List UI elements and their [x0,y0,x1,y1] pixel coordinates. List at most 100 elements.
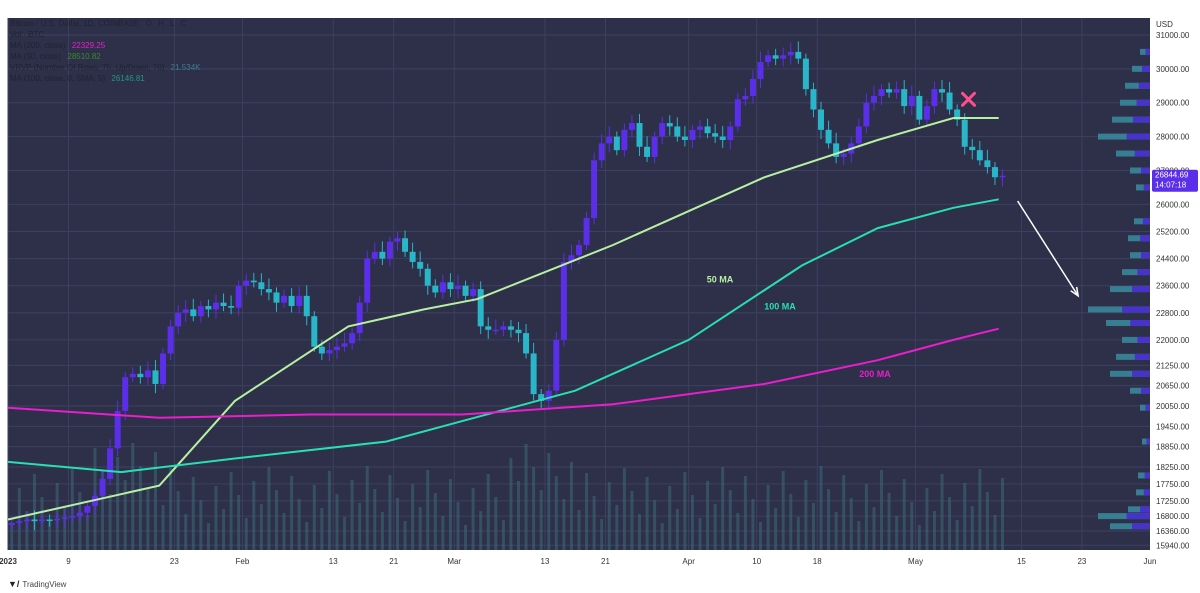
candle-body[interactable] [212,302,219,310]
candle-body[interactable] [991,167,998,178]
candle-body[interactable] [129,373,136,378]
candle-body[interactable] [107,448,114,479]
candle-body[interactable] [954,109,961,120]
candle-body[interactable] [855,126,862,144]
legend-row-ma100[interactable]: MA (100, close, 0, SMA, 5) 26146.81 [10,73,200,84]
candle-body[interactable] [840,153,847,157]
candle-body[interactable] [681,136,688,140]
candle-body[interactable] [228,306,235,308]
ma200-line[interactable] [7,327,999,419]
candle-body[interactable] [54,518,61,521]
candle-body[interactable] [485,326,492,330]
candle-body[interactable] [61,517,68,519]
candle-body[interactable] [560,261,567,340]
candle-body[interactable] [825,129,832,144]
candle-body[interactable] [424,268,431,286]
candle-body[interactable] [23,519,30,522]
candle-body[interactable] [402,238,409,252]
candle-body[interactable] [757,62,764,79]
last-price-tag[interactable] [1152,169,1198,192]
candle-body[interactable] [515,329,522,334]
candle-body[interactable] [175,312,182,327]
candle-body[interactable] [621,129,628,151]
candle-body[interactable] [659,123,666,137]
candle-body[interactable] [220,302,227,307]
candle-body[interactable] [742,95,749,100]
candle-body[interactable] [182,309,189,313]
candle-body[interactable] [243,280,250,286]
candle-body[interactable] [666,123,673,127]
candle-body[interactable] [833,143,840,157]
candle-body[interactable] [31,519,38,522]
candle-body[interactable] [795,51,802,59]
ma50-line[interactable] [7,117,999,521]
candle-body[interactable] [190,309,197,317]
candle-body[interactable] [235,285,242,308]
time-axis-panel[interactable] [8,550,1200,577]
candle-body[interactable] [394,238,401,242]
candle-body[interactable] [364,258,371,303]
candle-body[interactable] [318,346,325,354]
candle-body[interactable] [250,280,257,283]
candle-body[interactable] [152,370,159,384]
candle-body[interactable] [674,126,681,137]
candle-body[interactable] [281,295,288,303]
chart-area[interactable]: 31000.0030000.0029000.0028000.0027000.00… [0,0,1200,577]
candle-body[interactable] [765,55,772,63]
legend-row-ma200[interactable]: MA (200, close) 22329.25 [10,40,200,51]
candle-body[interactable] [697,126,704,130]
candle-body[interactable] [205,306,212,310]
candle-body[interactable] [780,55,787,59]
candle-body[interactable] [651,136,658,157]
candle-body[interactable] [296,295,303,307]
candle-body[interactable] [719,136,726,140]
candle-body[interactable] [908,95,915,107]
candle-body[interactable] [916,95,923,120]
candle-body[interactable] [76,512,83,517]
candle-body[interactable] [734,99,741,127]
candle-body[interactable] [507,326,514,330]
candle-body[interactable] [432,285,439,293]
legend-row-ma50[interactable]: MA (50, close) 28510.82 [10,51,200,62]
candle-body[interactable] [303,295,310,317]
candle-body[interactable] [160,353,167,384]
candle-body[interactable] [46,519,53,522]
candle-body[interactable] [870,95,877,103]
candle-body[interactable] [568,255,575,262]
candle-body[interactable] [939,89,946,93]
candle-body[interactable] [167,326,174,354]
candle-body[interactable] [311,316,318,347]
candle-body[interactable] [258,282,265,290]
candle-body[interactable] [583,217,590,246]
candle-body[interactable] [545,390,552,401]
candle-body[interactable] [386,241,393,259]
candle-body[interactable] [553,339,560,391]
candle-body[interactable] [409,251,416,262]
candle-body[interactable] [8,522,15,525]
candle-body[interactable] [689,129,696,140]
candle-body[interactable] [462,285,469,296]
candle-body[interactable] [114,411,121,449]
plot-background[interactable] [8,18,1150,550]
candle-body[interactable] [492,329,499,332]
candle-body[interactable] [470,289,477,296]
candle-body[interactable] [69,516,76,518]
candle-body[interactable] [84,505,91,513]
candle-body[interactable] [628,123,635,130]
candle-body[interactable] [591,160,598,218]
candle-body[interactable] [818,109,825,130]
candle-body[interactable] [749,78,756,96]
candle-body[interactable] [99,478,106,496]
candle-body[interactable] [454,285,461,290]
candle-body[interactable] [772,55,779,59]
candle-body[interactable] [122,377,129,412]
candle-body[interactable] [523,333,530,354]
candle-body[interactable] [636,123,643,147]
candle-body[interactable] [931,89,938,107]
candle-body[interactable] [787,51,794,56]
ma100-line[interactable] [7,198,999,474]
candle-body[interactable] [606,136,613,144]
candle-body[interactable] [863,102,870,127]
candle-body[interactable] [356,302,363,334]
candle-body[interactable] [999,175,1006,178]
